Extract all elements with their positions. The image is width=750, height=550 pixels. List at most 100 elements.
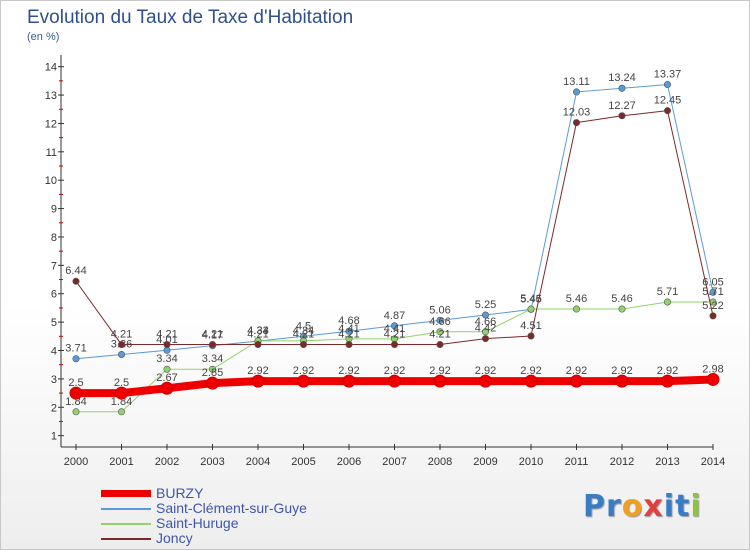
legend-label: Saint-Huruge [156,515,239,531]
data-point [72,277,80,285]
data-point [618,84,626,92]
x-tick-label: 2006 [337,456,361,468]
y-tick-label: 12 [45,118,57,130]
data-point [163,341,171,349]
data-point [436,316,444,324]
y-tick-label: 1 [51,431,57,443]
data-label: 2.92 [611,365,632,377]
y-tick-label: 13 [45,90,57,102]
data-point [572,305,580,313]
x-tick-label: 2007 [382,456,406,468]
x-tick-label: 2003 [200,456,224,468]
legend-label: Saint-Clément-sur-Guye [156,500,307,516]
data-point [118,408,126,416]
data-label: 5.06 [429,304,450,316]
data-label: 2.92 [429,365,450,377]
data-point [436,341,444,349]
data-label: 5.25 [475,299,496,311]
data-point [481,328,489,336]
y-tick-label: 14 [45,62,57,74]
data-point [115,386,128,400]
data-label: 4.66 [429,316,450,328]
x-tick-label: 2011 [565,456,589,468]
x-tick-label: 2002 [155,456,179,468]
data-point [160,381,174,395]
data-label: 2.92 [338,365,359,377]
data-point [481,311,489,319]
logo-letter: o [621,489,644,524]
data-point [479,374,492,388]
data-label: 1.84 [111,396,132,408]
x-tick-label: 2005 [291,456,315,468]
x-tick-label: 2013 [655,456,679,468]
data-label: 4.21 [293,329,314,341]
data-label: 13.11 [563,76,590,88]
logo-letter: x [643,489,664,524]
legend-swatch [101,523,151,525]
x-tick-label: 2012 [610,456,634,468]
data-label: 2.92 [566,365,587,377]
data-label: 4.17 [202,330,223,342]
data-point [663,81,671,89]
data-label: 12.03 [563,107,591,119]
data-point [209,341,217,349]
data-point [163,365,171,373]
logo-letter: P [583,489,606,524]
data-label: 5.22 [702,300,723,312]
data-point [524,374,538,388]
data-point [618,112,626,120]
legend-label: BURZY [156,485,204,501]
data-point [209,365,217,373]
data-label: 2.85 [202,367,223,379]
x-tick-label: 2014 [701,456,725,468]
data-point [663,298,671,306]
legend-label: Joncy [156,530,193,546]
data-point [69,386,83,400]
data-label: 5.71 [657,286,678,298]
data-label: 2.5 [114,377,129,389]
legend-item: Saint-Clément-sur-Guye [101,501,401,516]
chart-title: Evolution du Taux de Taxe d'Habitation [27,7,354,28]
legend-swatch [101,508,151,510]
data-label: 4.41 [338,323,359,335]
data-point [299,341,307,349]
data-point [390,322,398,330]
x-tick-label: 2004 [246,456,270,468]
data-label: 2.92 [657,365,678,377]
data-label: 4.21 [156,329,177,341]
data-point [342,374,356,388]
y-tick-label: 9 [51,204,57,216]
data-point [527,305,535,313]
data-point [572,88,580,96]
data-label: 2.5 [68,377,83,389]
data-label: 3.34 [202,353,223,365]
data-point [345,341,353,349]
data-label: 4.42 [475,323,496,335]
data-label: 6.44 [65,265,86,277]
data-label: 12.45 [654,95,682,107]
y-tick-label: 10 [45,175,57,187]
data-point [251,374,265,388]
data-point [570,374,583,388]
logo-letter: r [606,489,622,524]
y-tick-label: 2 [51,402,57,414]
data-point [72,408,80,416]
data-label: 1.84 [65,396,86,408]
data-point [118,341,126,349]
data-point [388,374,401,388]
data-label: 4.34 [293,325,314,337]
data-label: 4.21 [429,329,450,341]
y-tick-label: 7 [51,260,57,272]
legend-item: BURZY [101,486,401,501]
data-point [72,355,80,363]
data-label: 4.66 [475,316,496,328]
data-label: 4.41 [384,323,405,335]
data-point [663,107,671,115]
data-label: 4.34 [247,325,268,337]
logo-letter: i [690,489,702,524]
logo-letter: t [675,489,691,524]
proxiti-logo: Proxiti [583,489,702,524]
data-point [709,288,717,296]
